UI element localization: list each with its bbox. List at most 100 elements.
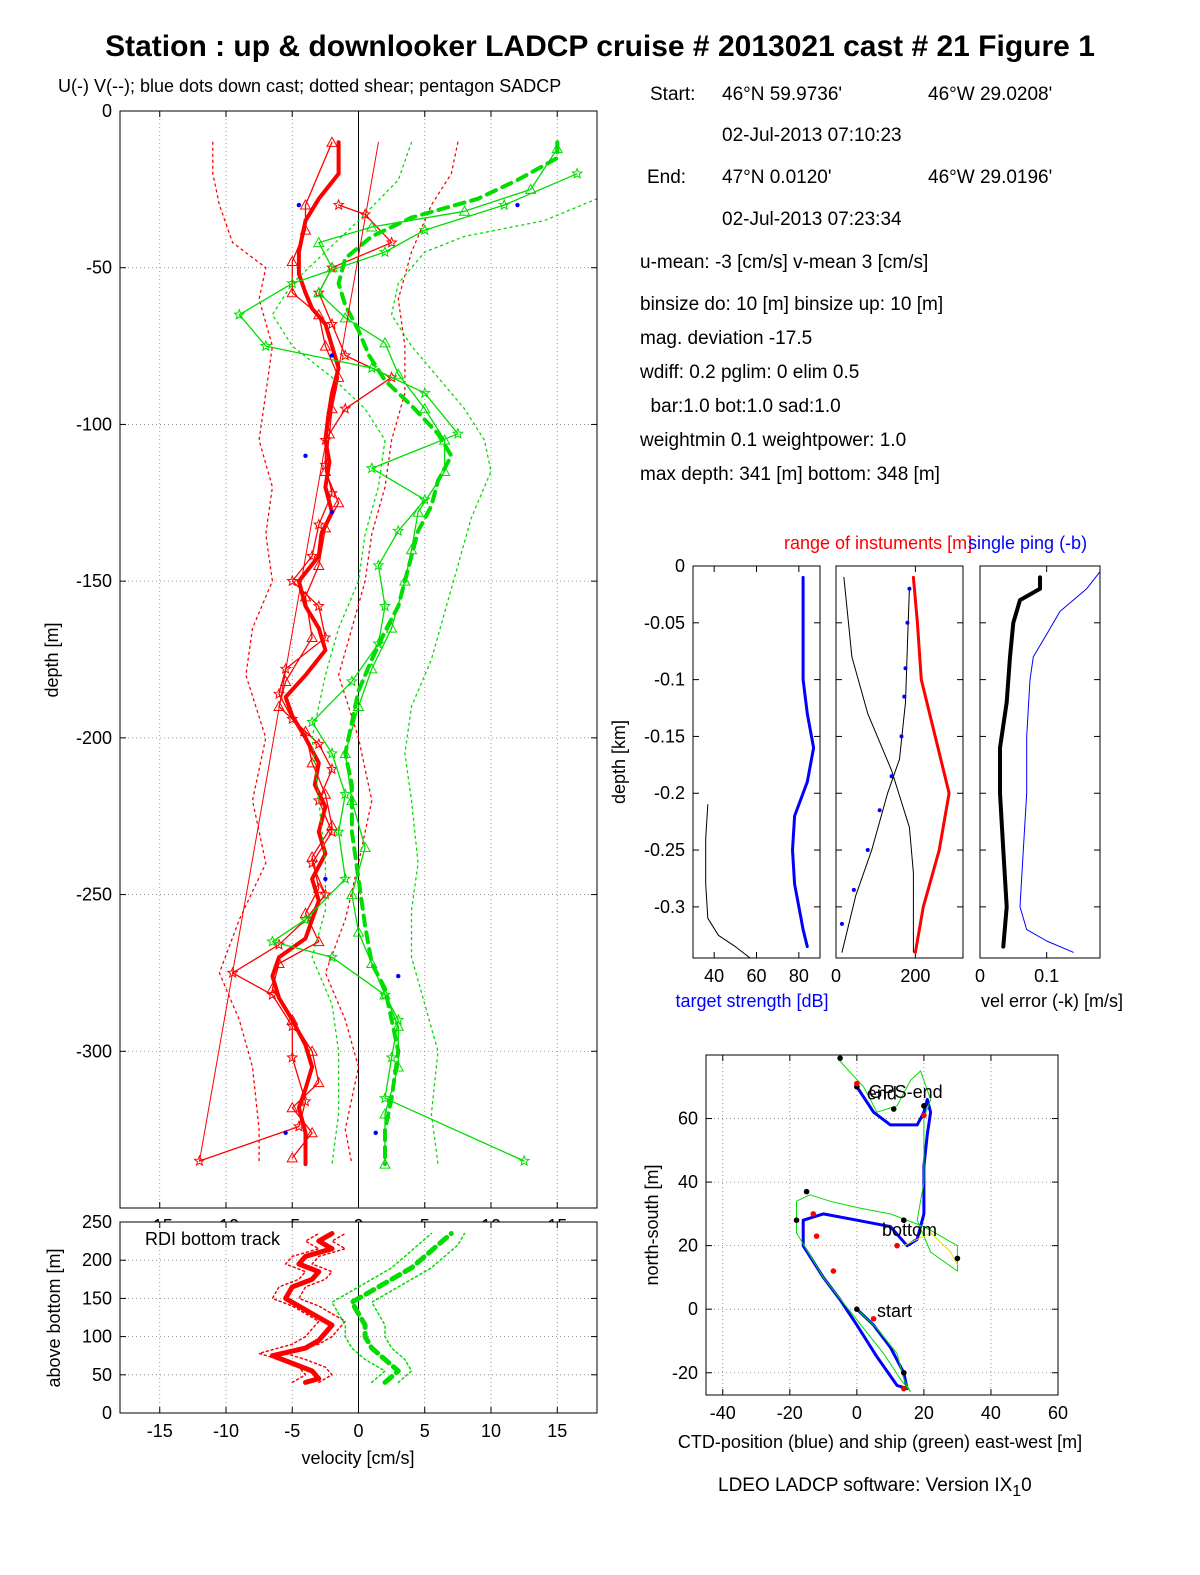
vel_error-xtick-label: 0.1 [1034, 966, 1059, 986]
position-ylabel: north-south [m] [642, 1164, 662, 1285]
main_profile-series-u_shear_left [212, 141, 274, 1165]
main_profile-marker-v_up [233, 308, 246, 320]
bottom_track-axes-box [119, 1221, 598, 1414]
position-gps-end-label: GPS-end [869, 1082, 943, 1102]
start-label: Start: [650, 84, 696, 105]
main_profile-marker-u_down [286, 1151, 299, 1163]
weight-settings: weightmin 0.1 weightpower: 1.0 [640, 430, 907, 451]
vel_error-series-err_black [998, 575, 1042, 949]
main_profile-marker-v_down [524, 183, 537, 194]
main_profile-series-u_sadcp [199, 141, 379, 1162]
position-black-marker [793, 1217, 800, 1224]
main_profile-marker-u_up [312, 737, 325, 750]
start-latitude: 46°N 59.9736' [722, 84, 843, 105]
position-black-marker [954, 1255, 961, 1262]
main_profile-marker-v_up [365, 361, 378, 374]
vel-error-xlabel: vel error (-k) [m/s] [981, 991, 1123, 1011]
main_profile-marker-v_down [312, 236, 325, 248]
main_profile-marker-u_up [385, 236, 398, 248]
end-latitude: 47°N 0.0120' [722, 167, 832, 188]
main_profile-marker-v_down [365, 220, 378, 232]
main_profile-marker-v_down [438, 465, 451, 476]
bottom_track-ytick-label: 0 [102, 1403, 112, 1423]
position-xtick-label: 0 [852, 1403, 862, 1423]
main_profile-marker-u_down [286, 1101, 299, 1113]
main_profile-ytick-label: -100 [76, 414, 112, 434]
constraint-weights: bar:1.0 bot:1.0 sad:1.0 [640, 396, 841, 417]
position-red-marker [813, 1233, 820, 1239]
end-label: End: [647, 167, 687, 188]
main_profile-marker-u_down [299, 590, 312, 602]
position-red-marker [854, 1080, 860, 1087]
main_profile-marker-u_down [266, 982, 279, 994]
position-ytick-label: 40 [678, 1172, 698, 1192]
position-ytick-label: 20 [678, 1236, 698, 1256]
bottom_track-ytick-label: 250 [82, 1212, 112, 1232]
main_profile-marker-v_down [418, 402, 431, 414]
position-ytick-label: 0 [688, 1299, 698, 1319]
bottom_track-xtick-label: -5 [284, 1421, 300, 1441]
range-blue-dot [905, 620, 910, 625]
target_strength-series-ts_black [705, 804, 751, 959]
main_profile-marker-v_down [326, 261, 338, 273]
target_strength-ytick-label: -0.2 [654, 783, 685, 803]
position-xtick-label: 40 [981, 1403, 1001, 1423]
main_profile-marker-v_up [339, 787, 352, 800]
main_profile-marker-v_down [379, 988, 391, 1000]
main_profile-marker-u_down [299, 907, 312, 918]
main_profile-ytick-label: -300 [76, 1041, 112, 1061]
software-version-text: LDEO LADCP software: Version IX [718, 1475, 1013, 1496]
main_profile-marker-v_up [332, 825, 345, 837]
main-ylabel: depth [m] [42, 622, 62, 697]
main_profile-marker-u_up [339, 402, 352, 414]
position-black-marker [900, 1369, 907, 1376]
main-downcast-dot [515, 202, 520, 208]
end-longitude: 46°W 29.0196' [928, 167, 1053, 188]
main_profile-series-v_shear_left [271, 141, 413, 1165]
main_profile-marker-u_down [312, 559, 325, 570]
main_profile-series-v_mean [336, 140, 560, 1167]
target_strength-plot-area [693, 566, 820, 958]
main_profile-marker-v_up [498, 198, 511, 211]
position-black-marker [921, 1103, 927, 1109]
main_profile-marker-v_down [385, 622, 398, 633]
bottom_track-series-u_bt_dot2 [258, 1232, 320, 1384]
position-black-marker [803, 1188, 810, 1195]
main_profile-marker-v_up [299, 913, 312, 925]
position-xtick-label: 20 [914, 1403, 934, 1423]
main_profile-marker-u_up [312, 518, 325, 530]
target_strength-axes-box [692, 565, 821, 959]
main_profile-ytick-label: -150 [76, 571, 112, 591]
main_profile-marker-v_down [379, 1107, 391, 1119]
target_strength-series-ts_blue [791, 575, 816, 949]
position-start-label: start [877, 1301, 912, 1321]
position-series-ship [796, 1060, 958, 1393]
range-title: range of instuments [m] [784, 533, 972, 553]
main_profile-marker-u_down [312, 882, 325, 893]
range_instruments-xtick-label: 0 [831, 966, 841, 986]
start-time: 02-Jul-2013 07:10:23 [722, 125, 902, 146]
main_profile-marker-v_down [392, 1020, 405, 1031]
main_profile-marker-v_up [365, 461, 378, 474]
main_profile-marker-v_down [365, 957, 378, 969]
bottom_track-series-v_bt [349, 1231, 454, 1385]
bottom_track-ytick-label: 150 [82, 1288, 112, 1308]
main_profile-marker-u_down [273, 957, 285, 969]
position-xtick-label: 60 [1048, 1403, 1068, 1423]
main_profile-ytick-label: -200 [76, 728, 112, 748]
main_profile-marker-v_down [346, 794, 358, 806]
position-red-marker [810, 1211, 817, 1217]
bottom_track-xtick-label: 10 [481, 1421, 501, 1441]
main_profile-marker-u_up [325, 762, 339, 775]
bottom_track-series-u_bt [269, 1231, 335, 1385]
position-series-yellow [903, 1232, 958, 1266]
position-black-marker [890, 1106, 897, 1112]
main_profile-ytick-label: -50 [86, 258, 112, 278]
main_profile-marker-u_up [319, 888, 332, 900]
figure-title: Station : up & downlooker LADCP cruise #… [105, 30, 1095, 63]
main_profile-marker-u_down [332, 371, 345, 382]
mean-velocities: u-mean: -3 [cm/s] v-mean 3 [cm/s] [640, 252, 929, 273]
bottom_track-xtick-label: 0 [353, 1421, 363, 1441]
main_profile-marker-v_down [379, 336, 391, 348]
